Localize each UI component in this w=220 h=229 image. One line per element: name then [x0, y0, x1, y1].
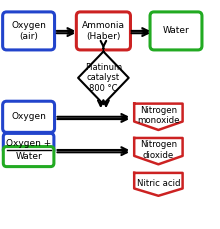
FancyBboxPatch shape: [3, 101, 55, 132]
Text: Platinum
catalyst
800 °C: Platinum catalyst 800 °C: [85, 63, 122, 93]
Text: Ammonia
(Haber): Ammonia (Haber): [82, 21, 125, 41]
Polygon shape: [134, 104, 183, 130]
Text: Nitrogen
dioxide: Nitrogen dioxide: [140, 140, 177, 160]
Text: Oxygen
(air): Oxygen (air): [11, 21, 46, 41]
FancyBboxPatch shape: [3, 147, 54, 167]
FancyBboxPatch shape: [150, 12, 202, 50]
FancyBboxPatch shape: [3, 12, 55, 50]
Text: Oxygen: Oxygen: [11, 112, 46, 121]
Polygon shape: [134, 173, 183, 196]
Text: Oxygen +: Oxygen +: [6, 139, 51, 148]
Polygon shape: [134, 138, 183, 164]
Text: Nitrogen
monoxide: Nitrogen monoxide: [137, 106, 180, 125]
Polygon shape: [78, 52, 129, 104]
Text: Nitric acid: Nitric acid: [137, 179, 180, 188]
Text: Water: Water: [15, 152, 42, 161]
FancyBboxPatch shape: [3, 133, 54, 153]
FancyBboxPatch shape: [76, 12, 130, 50]
Text: Water: Water: [163, 26, 189, 35]
